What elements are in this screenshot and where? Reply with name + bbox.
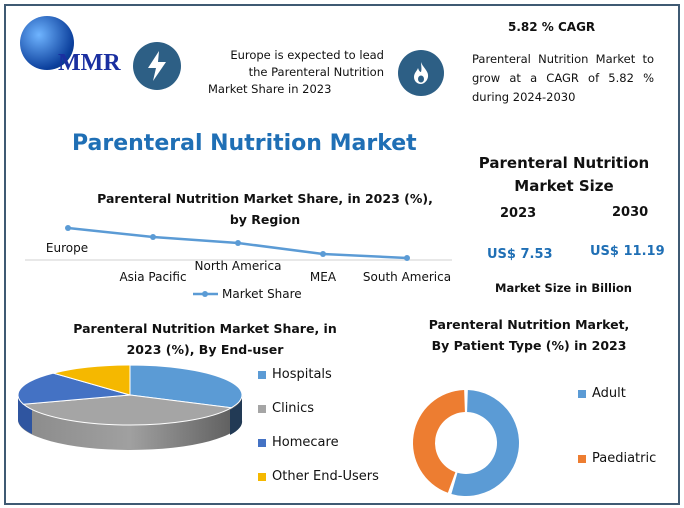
legend-label: Market Share <box>222 287 302 301</box>
legend-swatch <box>258 472 266 481</box>
legend-item: Other End-Users <box>258 469 379 484</box>
pie-side <box>18 395 242 450</box>
pie-slice-homecare <box>17 372 131 405</box>
value-2023: US$ 7.53 <box>487 247 553 262</box>
donut-slice-adult <box>451 390 519 496</box>
legend-swatch <box>258 370 266 379</box>
legend-label: Homecare <box>272 435 339 450</box>
legend-swatch <box>258 404 266 413</box>
data-point-north-america <box>235 240 241 246</box>
pie-side-hospitals <box>230 395 243 435</box>
globe-icon <box>20 16 74 70</box>
page-title: Parenteral Nutrition Market <box>72 131 417 156</box>
market-size-unit: Market Size in Billion <box>495 281 632 295</box>
data-point-south-america <box>404 255 410 261</box>
value-2030: US$ 11.19 <box>590 244 665 259</box>
year-2030: 2030 <box>612 205 649 220</box>
europe-highlight-text: Europe is expected to lead the Parentera… <box>208 48 384 96</box>
data-point-asia-pacific <box>150 234 156 240</box>
legend-swatch <box>578 389 586 398</box>
legend-item: Hospitals <box>258 367 332 382</box>
legend-label: Paediatric <box>592 451 657 466</box>
x-tick-label: South America <box>362 270 452 284</box>
legend-swatch <box>578 454 586 463</box>
cagr-text: Parenteral Nutrition Market to grow at a… <box>472 52 654 104</box>
infographic-frame <box>4 4 680 505</box>
legend-item: Paediatric <box>578 451 656 466</box>
legend-label: Adult <box>592 386 626 401</box>
mmr-logo: MMR <box>14 14 124 84</box>
donut-chart-title: Parenteral Nutrition Market, By Patient … <box>428 317 630 353</box>
pie-side-homecare <box>18 395 32 434</box>
data-point-europe <box>65 225 71 231</box>
flame-icon <box>398 50 444 96</box>
x-tick-label: Europe <box>45 241 89 255</box>
legend-item: Clinics <box>258 401 314 416</box>
legend-item: Homecare <box>258 435 339 450</box>
line-chart-title: Parenteral Nutrition Market Share, in 20… <box>97 191 433 227</box>
pie-slice-other-end-users <box>51 364 131 396</box>
x-tick-label: Asia Pacific <box>119 270 187 284</box>
legend-label: Hospitals <box>272 367 332 382</box>
data-point-mea <box>320 251 326 257</box>
lightning-icon <box>133 42 181 90</box>
legend-item: Adult <box>578 386 626 401</box>
pie-chart-title: Parenteral Nutrition Market Share, in 20… <box>73 321 337 357</box>
donut-slice-paediatric <box>412 390 465 493</box>
legend-marker <box>202 291 208 297</box>
cagr-title: 5.82 % CAGR <box>508 20 596 34</box>
market-size-title: Parenteral Nutrition Market Size <box>478 154 650 195</box>
pie-slice-hospitals <box>129 364 243 409</box>
legend-label: Clinics <box>272 401 315 416</box>
x-tick-label: MEA <box>309 270 337 284</box>
logo-text: MMR <box>58 50 121 76</box>
year-2023: 2023 <box>500 206 537 221</box>
legend-label: Other End-Users <box>272 469 379 484</box>
pie-slice-clinics <box>22 394 233 426</box>
legend-swatch <box>258 438 266 447</box>
x-tick-label: North America <box>194 259 282 273</box>
